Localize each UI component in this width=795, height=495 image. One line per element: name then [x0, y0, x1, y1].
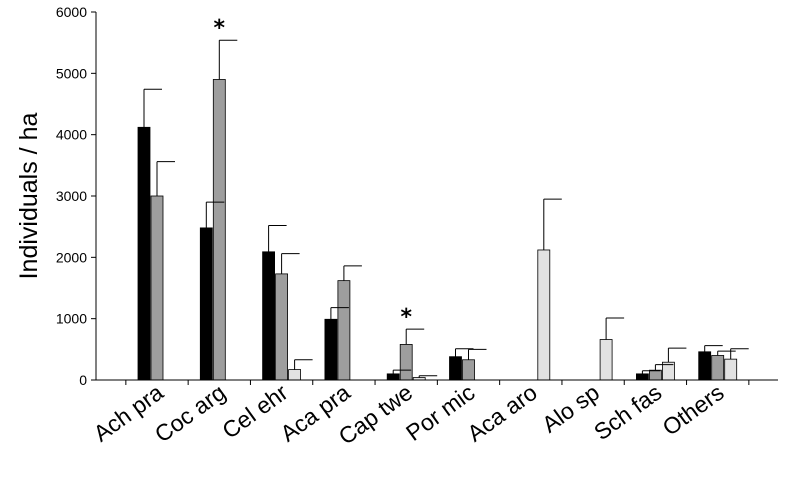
- axes: [95, 12, 778, 381]
- y-tick-label: 5000: [56, 65, 87, 81]
- bar: [649, 369, 662, 381]
- bar: [150, 195, 164, 381]
- bar: [386, 373, 400, 381]
- bar: [137, 126, 151, 381]
- bar: [399, 344, 413, 381]
- bar: [324, 318, 338, 381]
- y-tick-label: 4000: [56, 127, 87, 143]
- bar: [537, 249, 551, 381]
- y-axis-label: Individuals / ha: [15, 113, 43, 280]
- x-tick-label: Coc arg: [150, 379, 230, 447]
- bar: [288, 369, 302, 381]
- bar: [449, 356, 462, 381]
- x-tick-label: Others: [658, 379, 729, 441]
- y-tick-label: 0: [79, 372, 87, 388]
- y-tick-label: 1000: [56, 311, 87, 327]
- y-ticks: 0 1000 2000 3000 4000 5000 6000: [56, 4, 96, 388]
- bar: [462, 359, 475, 381]
- bar: [199, 227, 213, 381]
- y-tick-label: 3000: [56, 188, 87, 204]
- bar: [698, 351, 712, 381]
- y-tick-label: 6000: [56, 4, 87, 20]
- error-bars-layer: [143, 39, 749, 378]
- bar: [275, 273, 289, 381]
- bars-layer: [137, 79, 738, 381]
- x-tick-label: Aca aro: [462, 379, 541, 447]
- bar: [724, 358, 738, 381]
- annotations: **: [214, 16, 413, 330]
- bar: [262, 251, 276, 381]
- bar: [212, 79, 226, 381]
- bar: [636, 373, 649, 381]
- bar: [337, 280, 351, 381]
- bar: [711, 355, 725, 381]
- x-tick-label: Sch fas: [589, 379, 666, 445]
- x-tick-label: Por mic: [401, 379, 479, 446]
- y-tick-label: 2000: [56, 249, 87, 265]
- significance-star: *: [214, 16, 226, 41]
- significance-star: *: [400, 305, 412, 330]
- bar: [599, 339, 613, 381]
